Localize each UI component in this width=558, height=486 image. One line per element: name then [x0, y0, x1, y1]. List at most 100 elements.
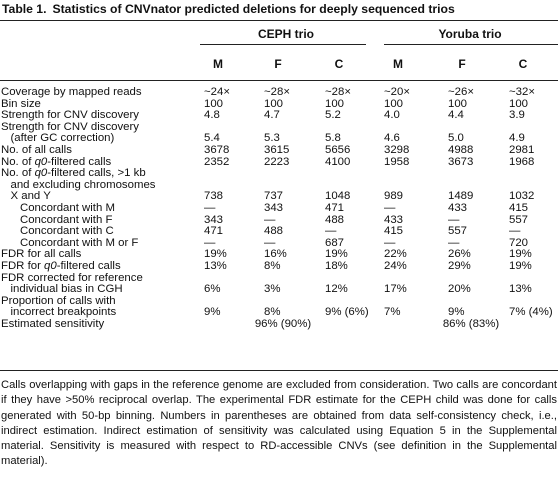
table-row: FDR for q0-filtered calls 13% 8% 18% 24% 29% 1… [0, 260, 558, 273]
row-label-line: FDR for all calls [1, 248, 82, 261]
table-cell: 4.6 [384, 132, 400, 145]
bottom-rule [0, 370, 558, 371]
table-cell: 9% [448, 306, 465, 319]
table-cell: ~24× [204, 86, 230, 98]
column-header: C [518, 57, 528, 71]
table-cell: 8% [264, 306, 281, 319]
table-title-text: Statistics of CNVnator predicted deletio… [52, 2, 455, 16]
row-label-line: (after GC correction) [1, 132, 115, 145]
table-cell: 1032 [509, 190, 535, 203]
row-label-line: Concordant with M [1, 202, 115, 214]
table-cell: 100 [264, 97, 284, 110]
table-cell: ~20× [384, 86, 410, 98]
table-row: Strength for CNV discovery 4.8 4.7 5.2 4.0 4.… [0, 110, 558, 122]
table-cell: 7% [384, 306, 401, 319]
row-label: FDR for all calls [1, 249, 81, 261]
table-cell: — [325, 225, 337, 238]
table-cell: 4.9 [509, 132, 525, 145]
table-cell: 26% [448, 248, 471, 261]
row-label-line: No. of q0-filtered calls, >1 kb [1, 167, 146, 180]
table-cell: 2223 [264, 155, 290, 168]
row-label-line: Bin size [1, 97, 41, 110]
table-cell: 989 [384, 190, 404, 203]
column-header: C [334, 57, 344, 71]
table-cell: 488 [325, 213, 345, 226]
row-label: Strength for CNV discovery [1, 110, 139, 122]
column-header: F [458, 57, 466, 71]
group-header-ceph: CEPH trio [257, 27, 314, 41]
table-cell: 19% [204, 248, 227, 261]
table-cell: 9% [204, 306, 221, 319]
table-cell: 19% [509, 260, 532, 272]
group-underline-yoruba [384, 44, 558, 45]
table-title-label: Table 1. [2, 2, 47, 16]
table-cell: 343 [264, 202, 284, 214]
row-label-line: Concordant with M or F [1, 236, 139, 249]
table-cell: 4100 [325, 155, 351, 168]
table-cell: 5.8 [325, 132, 341, 145]
row-label: Strength for CNV discovery (after GC cor… [1, 121, 139, 145]
table-cell: — [509, 225, 521, 238]
row-label: FDR for q0-filtered calls [1, 260, 121, 273]
table-cell: 557 [448, 225, 468, 238]
table-cell: 9% (6%) [325, 306, 369, 319]
row-label: Bin size [1, 97, 41, 111]
row-label: Concordant with M or F [1, 236, 139, 250]
row-label: Concordant with M [1, 202, 115, 215]
row-label-line: Concordant with C [1, 225, 114, 238]
table-cell: 24% [384, 260, 407, 272]
table-cell: 343 [204, 213, 224, 226]
table-row: Concordant with F 343 — 488 433 — 557 [0, 213, 558, 227]
table-cell: 3678 [204, 144, 230, 156]
table-row: Proportion of calls with incorrect break… [0, 295, 558, 319]
table-cell: 738 [204, 190, 224, 203]
table-cell: — [448, 213, 460, 226]
table-cell: 3673 [448, 155, 474, 168]
table-cell: 415 [384, 225, 404, 238]
column-header: M [393, 57, 403, 71]
row-label: FDR corrected for reference individual b… [1, 271, 143, 296]
table-cell: ~28× [264, 86, 290, 98]
table-cell: — [264, 213, 276, 226]
table-cell: 433 [384, 213, 404, 226]
table-cell: 471 [325, 202, 345, 214]
table-cell: 13% [204, 260, 227, 272]
table-cell: 1958 [384, 155, 410, 168]
row-label-line: FDR corrected for reference [1, 271, 143, 284]
group-underline-ceph [200, 44, 366, 45]
table-cell: 4.8 [204, 109, 220, 122]
table-row: Estimated sensitivity 96% (90%) 86% (83%) [0, 318, 558, 331]
row-label: Coverage by mapped reads [1, 86, 142, 99]
table-cell: 19% [509, 248, 532, 261]
table-cell: 100 [325, 97, 345, 110]
table-cell: 16% [264, 248, 287, 261]
table-cell: 737 [264, 190, 284, 203]
table-row: No. of q0-filtered calls 2352 2223 4100 1958… [0, 155, 558, 169]
row-label: Concordant with C [1, 226, 114, 238]
table-cell: 4.7 [264, 109, 280, 122]
table-row: Concordant with M or F — — 687 — — 720 [0, 236, 558, 250]
row-label: No. of q0-filtered calls [1, 156, 111, 169]
table-cell: 7% (4%) [509, 306, 553, 319]
table-cell: 100 [509, 97, 529, 110]
column-header: F [274, 57, 282, 71]
row-label-line: individual bias in CGH [1, 283, 123, 296]
table-footnote: Calls overlapping with gaps in the refer… [1, 379, 557, 468]
table-cell: 22% [384, 248, 407, 261]
table-cell: — [204, 202, 216, 214]
table-cell: 2981 [509, 144, 535, 156]
table-cell: 415 [509, 202, 529, 214]
row-label-line: Coverage by mapped reads [1, 86, 142, 98]
table-cell: 471 [204, 225, 224, 238]
table-cell: 13% [509, 283, 532, 296]
row-label-line: Strength for CNV discovery [1, 109, 140, 122]
table-cell: 18% [325, 260, 348, 272]
table-cell: 100 [448, 97, 468, 110]
table-row: No. of all calls 3678 3615 5656 3298 4988 2981 [0, 144, 558, 157]
table-cell: — [264, 236, 276, 249]
top-rule [0, 20, 558, 21]
table-cell: 3298 [384, 144, 410, 156]
table-cell: 20% [448, 283, 471, 296]
table-title: Table 1. Statistics of CNVnator predicted… [2, 2, 455, 16]
table-span-cell: 96% (90%) [254, 318, 312, 330]
